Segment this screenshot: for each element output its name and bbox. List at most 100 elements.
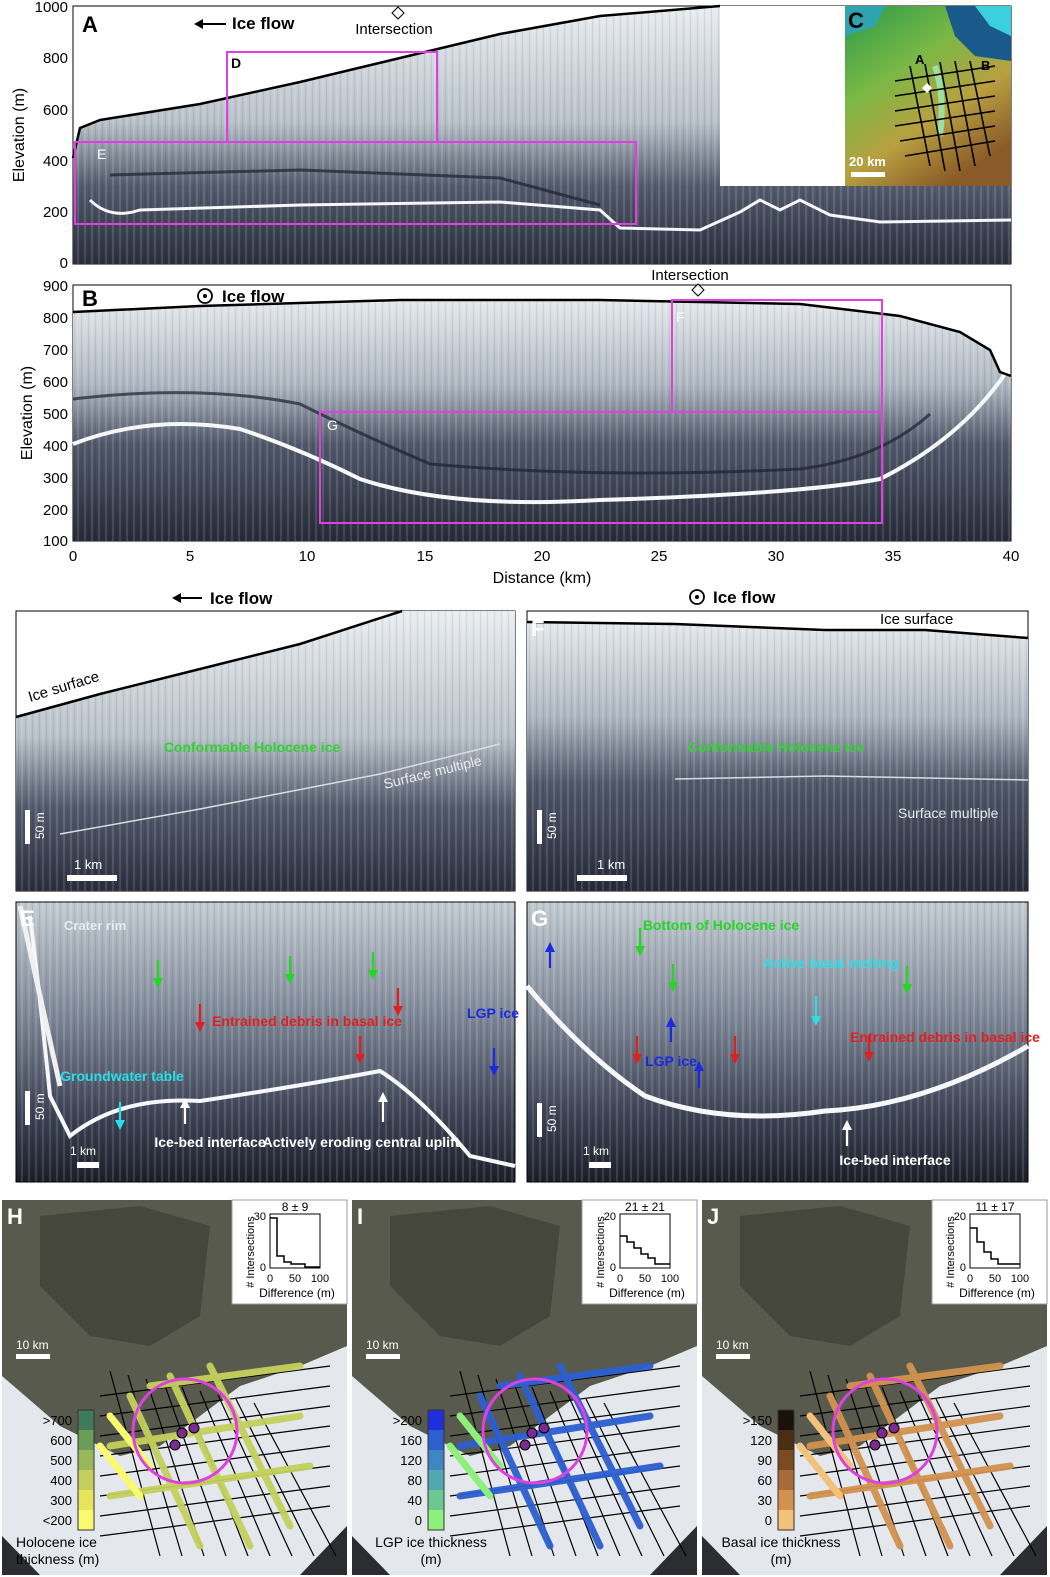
i-inset-ylabel: # Intersections <box>595 1216 607 1288</box>
g-vscale-label: 50 m <box>545 1105 559 1132</box>
e-lgp-label: LGP ice <box>467 1005 519 1021</box>
d-vscale-bar <box>25 810 30 844</box>
i-scale-bar <box>366 1354 400 1359</box>
h-panel-letter: H <box>7 1204 23 1229</box>
i-inset-xtick: 100 <box>661 1273 679 1285</box>
down-arrow-icon <box>489 1066 499 1076</box>
i-legend-tick: 160 <box>400 1433 422 1448</box>
b-ytick: 900 <box>43 278 68 295</box>
f-vscale-label: 50 m <box>545 812 559 839</box>
b-xtick: 30 <box>768 548 785 565</box>
d-hscale-bar <box>67 875 117 881</box>
f-multiple-label: Surface multiple <box>898 805 999 821</box>
e-uplift-label: Actively eroding central uplift <box>263 1134 460 1150</box>
a-ytick: 200 <box>43 204 68 221</box>
j-legend-swatch <box>778 1470 794 1490</box>
h-inset-ytick: 30 <box>254 1211 266 1223</box>
h-legend-swatch <box>78 1450 94 1470</box>
h-stat-label: 8 ± 9 <box>282 1200 309 1214</box>
panel-g: G Bottom of Holocene ice Active basal me… <box>525 901 1040 1183</box>
box-e-label: E <box>97 146 106 162</box>
b-ytick: 600 <box>43 374 68 391</box>
flow-out-of-page-icon <box>197 288 213 304</box>
crater-circle <box>831 1377 939 1485</box>
b-ylabel: Elevation (m) <box>19 366 36 460</box>
down-arrow-icon <box>195 1022 205 1032</box>
down-arrow-icon <box>902 984 912 994</box>
j-legend-tick: 60 <box>758 1473 772 1488</box>
down-arrow-icon <box>632 1054 642 1064</box>
f-vscale-bar <box>537 810 542 844</box>
panel-d: Ice flow D Ice surface Conformable Holoc… <box>15 589 516 892</box>
h-legend-swatch <box>78 1410 94 1430</box>
sample-site-dot <box>876 1427 888 1439</box>
b-ytick: 400 <box>43 438 68 455</box>
j-legend-swatch <box>778 1450 794 1470</box>
h-legend-swatch <box>78 1470 94 1490</box>
down-arrow-icon <box>285 974 295 984</box>
e-vscale-bar <box>25 1091 30 1125</box>
i-legend-swatch <box>428 1490 444 1510</box>
i-legend-tick: 80 <box>408 1473 422 1488</box>
j-panel-letter: J <box>707 1204 719 1229</box>
box-g-label: G <box>327 417 338 433</box>
j-inset-xtick: 100 <box>1011 1273 1029 1285</box>
i-inset-xtick: 0 <box>617 1273 623 1285</box>
a-ytick: 1000 <box>35 0 68 16</box>
b-xlabel: Distance (km) <box>493 570 592 587</box>
i-legend-tick: 0 <box>415 1513 422 1528</box>
crater-circle <box>481 1377 589 1485</box>
b-xtick: 10 <box>299 548 316 565</box>
box-e <box>74 141 637 225</box>
h-legend-swatch <box>78 1490 94 1510</box>
i-panel-letter: I <box>357 1204 363 1229</box>
j-histogram-line <box>970 1227 1020 1265</box>
b-xtick: 5 <box>186 548 194 565</box>
i-legend-swatch <box>428 1450 444 1470</box>
g-hscale-label: 1 km <box>583 1144 609 1158</box>
e-hscale-bar <box>77 1162 99 1168</box>
i-stat-label: 21 ± 21 <box>625 1200 665 1214</box>
f-holocene-label: Conformable Holocene ice <box>688 739 865 755</box>
h-legend-tick: 500 <box>50 1453 72 1468</box>
i-inset-xtick: 50 <box>639 1273 651 1285</box>
down-arrow-icon <box>730 1054 740 1064</box>
f-hscale-bar <box>577 875 627 881</box>
i-legend-swatch <box>428 1470 444 1490</box>
up-arrow-icon <box>180 1098 190 1108</box>
i-scale-label: 10 km <box>366 1338 399 1352</box>
h-legend-tick: 600 <box>50 1433 72 1448</box>
h-inset-ytick: 0 <box>260 1262 266 1274</box>
down-arrow-icon <box>393 1006 403 1016</box>
sample-site-dot <box>169 1439 181 1451</box>
d-flow-label: Ice flow <box>210 589 273 608</box>
flow-out-of-page-icon <box>689 589 705 605</box>
b-ytick: 300 <box>43 470 68 487</box>
b-ytick: 800 <box>43 310 68 327</box>
j-legend-tick: 0 <box>765 1513 772 1528</box>
down-arrow-icon <box>635 946 645 956</box>
j-legend-tick: >150 <box>743 1413 772 1428</box>
b-panel-letter: B <box>82 286 98 311</box>
e-groundwater-label: Groundwater table <box>60 1068 184 1084</box>
e-icebed-label: Ice-bed interface <box>154 1134 265 1150</box>
d-hscale-label: 1 km <box>74 857 102 872</box>
h-legend-tick: >700 <box>43 1413 72 1428</box>
f-surface-label: Ice surface <box>880 611 953 628</box>
j-legend-swatch <box>778 1410 794 1430</box>
down-arrow-icon <box>115 1120 125 1130</box>
h-histogram-inset <box>231 1199 348 1305</box>
j-inset-xlabel: Difference (m) <box>959 1286 1035 1300</box>
f-hscale-label: 1 km <box>597 857 625 872</box>
h-inset-ylabel: # Intersections <box>245 1216 257 1288</box>
panel-b: 900 800 700 600 500 400 300 200 100 0 5 … <box>19 267 1019 587</box>
a-ytick: 0 <box>60 255 68 272</box>
j-inset-xtick: 50 <box>989 1273 1001 1285</box>
e-vscale-label: 50 m <box>33 1093 47 1120</box>
sample-site-dot <box>526 1427 538 1439</box>
d-panel-letter: D <box>20 616 36 641</box>
box-d-label: D <box>231 55 241 71</box>
h-scale-label: 10 km <box>16 1338 49 1352</box>
f-flow-label: Ice flow <box>713 588 776 607</box>
